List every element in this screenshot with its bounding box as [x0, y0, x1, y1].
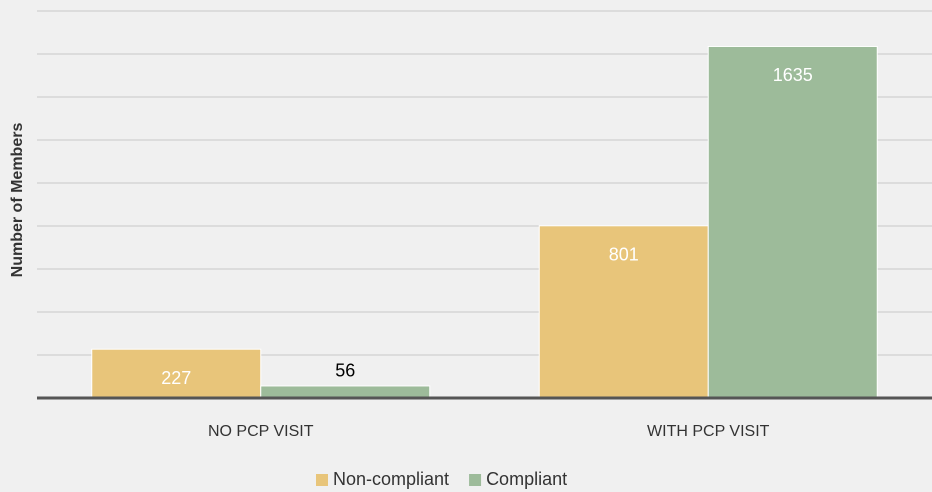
- legend-swatch: [469, 474, 482, 486]
- legend-label: Compliant: [486, 469, 567, 489]
- bar: [91, 348, 262, 399]
- bar: [707, 45, 878, 399]
- data-label: 227: [161, 368, 191, 388]
- bar: [260, 385, 431, 399]
- data-label: 56: [335, 361, 355, 381]
- legend-label: Non-compliant: [333, 469, 449, 489]
- legend-swatch: [316, 474, 328, 486]
- x-tick-label: NO PCP VISIT: [208, 423, 314, 440]
- y-axis-label: Number of Members: [9, 123, 26, 278]
- bar: [538, 225, 709, 399]
- data-label: 801: [609, 245, 639, 265]
- x-tick-label: WITH PCP VISIT: [647, 423, 770, 440]
- data-label: 1635: [773, 65, 813, 85]
